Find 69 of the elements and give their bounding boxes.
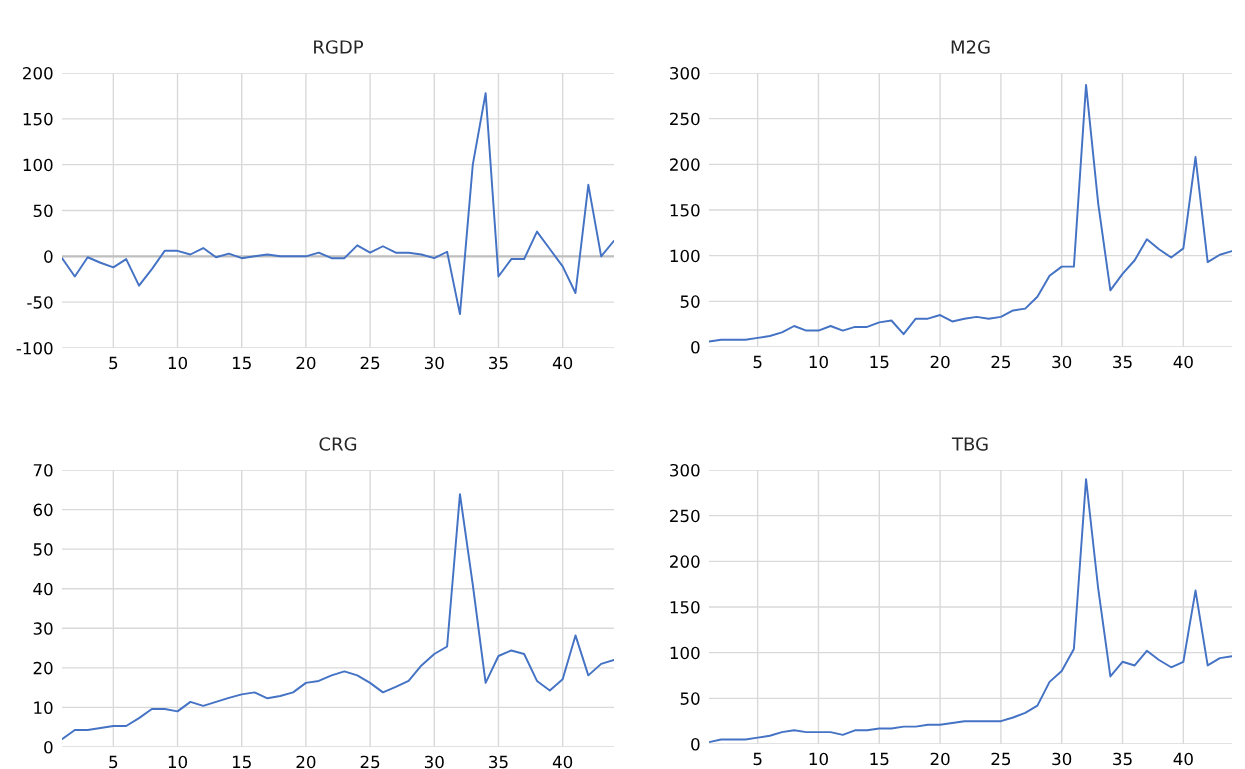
x-tick-label: 5: [109, 755, 118, 769]
y-tick-label: 250: [670, 509, 700, 523]
x-tick-label: 40: [1173, 752, 1193, 766]
y-tick-label: 70: [33, 463, 53, 477]
y-tick-label: 0: [44, 250, 53, 263]
x-tick-label: 35: [489, 356, 508, 370]
x-tick-label: 10: [809, 355, 828, 369]
y-tick-label: 100: [670, 249, 700, 263]
y-tick-label: 100: [670, 646, 700, 660]
x-tick-label: 25: [991, 752, 1011, 766]
x-tick-label: 25: [360, 356, 380, 370]
y-tick-label: 150: [23, 112, 53, 126]
x-tick-label: 35: [489, 755, 508, 769]
x-tick-label: 20: [296, 356, 316, 370]
y-tick-label: 50: [680, 692, 700, 705]
x-tick-label: 25: [991, 355, 1011, 369]
y-tick-label: 40: [33, 582, 53, 596]
x-tick-label: 15: [870, 752, 889, 766]
y-tick-label: 200: [670, 555, 700, 568]
x-tick-label: 40: [1173, 355, 1193, 369]
x-tick-label: 35: [1113, 752, 1132, 766]
x-tick-label: 10: [168, 755, 188, 769]
x-tick-label: 20: [930, 355, 950, 369]
x-tick-label: 15: [232, 356, 251, 370]
y-tick-label: 30: [33, 622, 53, 635]
y-tick-label: 50: [33, 543, 53, 556]
x-tick-label: 10: [809, 752, 828, 766]
x-tick-label: 30: [1052, 752, 1072, 766]
x-tick-label: 20: [296, 755, 316, 769]
y-tick-label: 0: [691, 340, 700, 354]
y-tick-label: 10: [34, 701, 53, 714]
x-tick-label: 35: [1113, 355, 1132, 369]
y-tick-label: 150: [670, 203, 700, 217]
y-tick-label: 60: [33, 503, 53, 517]
line-series: [62, 493, 614, 741]
x-tick-label: 40: [552, 356, 573, 370]
chart-title: TBG: [951, 437, 988, 451]
x-tick-label: 40: [552, 755, 573, 769]
line-series: [62, 92, 614, 316]
y-tick-label: -100: [16, 341, 53, 355]
y-tick-label: 50: [33, 204, 53, 218]
x-tick-label: 5: [753, 752, 762, 766]
y-tick-label: 300: [670, 66, 700, 80]
x-tick-label: 30: [1052, 355, 1072, 369]
y-tick-label: -50: [27, 296, 53, 309]
y-tick-label: 0: [44, 740, 53, 754]
x-tick-label: 5: [109, 356, 118, 370]
x-tick-label: 25: [360, 755, 380, 769]
y-tick-label: 20: [33, 661, 53, 675]
y-tick-label: 100: [23, 158, 53, 172]
y-tick-label: 50: [680, 295, 700, 308]
y-tick-label: 0: [691, 737, 700, 751]
x-tick-label: 30: [424, 356, 444, 370]
x-tick-label: 10: [168, 356, 188, 370]
chart-title: RGDP: [314, 40, 364, 54]
y-tick-label: 250: [670, 112, 700, 126]
y-tick-label: 150: [670, 600, 700, 614]
y-tick-label: 300: [670, 463, 700, 477]
y-tick-label: 200: [670, 158, 700, 171]
line-series: [709, 478, 1232, 744]
x-tick-label: 15: [870, 355, 889, 369]
x-tick-label: 20: [930, 752, 950, 766]
x-tick-label: 30: [424, 755, 444, 769]
y-tick-label: 200: [23, 66, 53, 80]
x-tick-label: 5: [753, 355, 762, 369]
chart-title: M2G: [951, 40, 990, 54]
x-tick-label: 15: [232, 755, 251, 769]
chart-title: CRG: [319, 437, 357, 451]
line-series: [709, 83, 1232, 343]
